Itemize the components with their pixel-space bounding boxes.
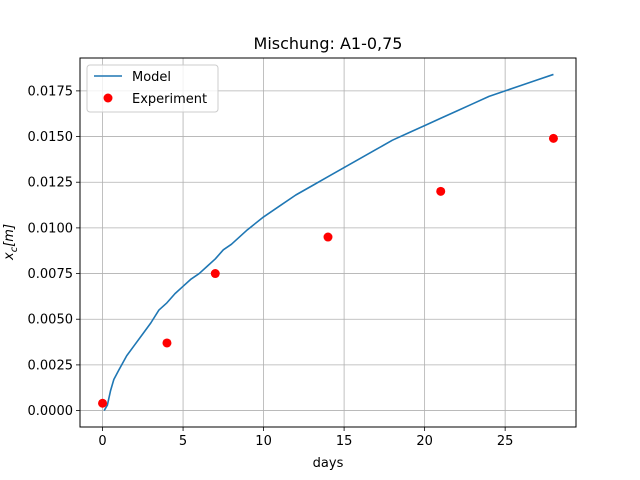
y-tick-label: 0.0000	[28, 404, 74, 419]
plot-area	[98, 73, 558, 411]
x-axis-label: days	[313, 456, 344, 471]
legend: Model Experiment	[86, 64, 219, 113]
x-tick-label: 25	[497, 434, 514, 449]
experiment-point	[548, 133, 558, 143]
legend-experiment-label: Experiment	[132, 92, 207, 107]
y-tick-label: 0.0050	[28, 313, 74, 328]
y-tick-label: 0.0075	[28, 267, 74, 282]
y-tick-label: 0.0125	[28, 176, 74, 191]
experiment-point	[436, 186, 446, 196]
experiment-point	[162, 338, 172, 348]
axes-frame	[79, 57, 577, 428]
grid	[80, 58, 576, 427]
x-tick-label: 15	[336, 434, 353, 449]
ticks: 0 5 10 15 20 25 0.0000 0.0025 0.0050 0.0075 0.0100…	[28, 84, 514, 449]
y-tick-label: 0.0175	[28, 84, 74, 99]
x-tick-label: 20	[416, 434, 433, 449]
x-tick-label: 10	[255, 434, 272, 449]
y-tick-label: 0.0025	[28, 358, 74, 373]
legend-experiment-swatch	[103, 93, 113, 103]
experiment-point	[98, 398, 108, 408]
chart-title: Mischung: A1-0,75	[254, 34, 403, 53]
y-tick-label: 0.0150	[28, 130, 74, 145]
y-tick-label: 0.0100	[28, 221, 74, 236]
x-tick-label: 5	[179, 434, 187, 449]
model-line	[103, 73, 554, 411]
experiment-point	[210, 269, 220, 279]
x-tick-label: 0	[98, 434, 106, 449]
y-axis-label: xc[m]	[2, 224, 20, 261]
legend-model-label: Model	[132, 70, 171, 85]
experiment-point	[323, 232, 333, 242]
